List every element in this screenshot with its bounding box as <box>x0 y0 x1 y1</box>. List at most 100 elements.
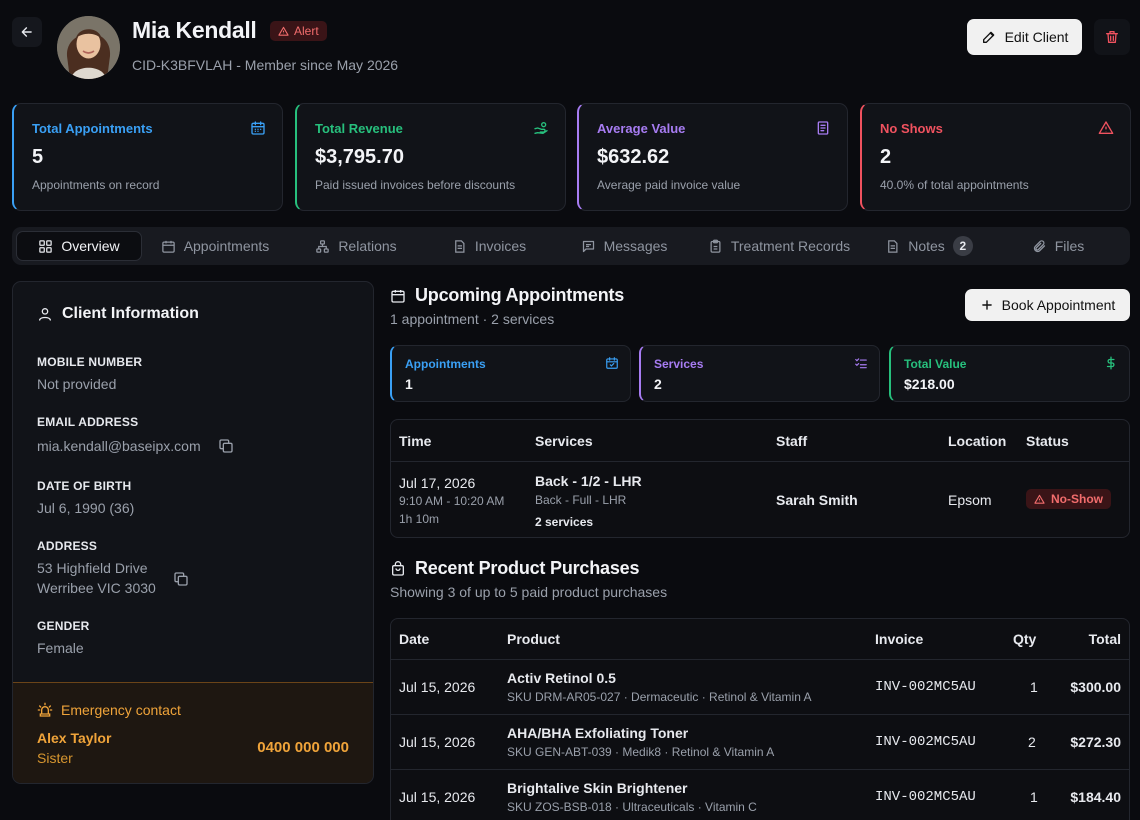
shopping-bag-icon <box>392 560 404 576</box>
delete-client-button[interactable] <box>1094 19 1130 55</box>
staff-name: Sarah Smith <box>776 492 858 508</box>
service-main: Back - 1/2 - LHR <box>535 473 642 489</box>
mini-card-total-value: Total Value $218.00 <box>889 345 1130 402</box>
tab-label: Relations <box>338 238 397 254</box>
appointment-time: 9:10 AM - 10:20 AM <box>399 494 505 508</box>
column-header-product: Product <box>507 631 560 647</box>
column-header-qty: Qty <box>1013 631 1037 647</box>
stat-value: 5 <box>32 146 44 168</box>
invoice-number: INV-002MC5AU <box>875 734 976 750</box>
client-id-line: CID-K3BFVLAH - Member since May 2026 <box>132 57 399 73</box>
document-icon <box>454 239 465 253</box>
dob-label: DATE OF BIRTH <box>37 479 132 493</box>
status-label: No-Show <box>1051 492 1103 506</box>
tab-label: Appointments <box>183 238 270 254</box>
trash-icon <box>1106 31 1118 43</box>
mini-card-value: 1 <box>405 376 413 392</box>
user-icon <box>39 308 51 321</box>
copy-address-icon[interactable] <box>173 571 189 587</box>
copy-email-icon[interactable] <box>218 438 234 454</box>
column-header-status: Status <box>1026 433 1069 449</box>
tab-label: Overview <box>61 238 120 254</box>
tab-treatment-records[interactable]: Treatment Records <box>694 231 864 261</box>
column-header-staff: Staff <box>776 433 808 449</box>
calendar-check-icon <box>606 357 618 369</box>
tab-label: Files <box>1054 238 1085 254</box>
product-name: AHA/BHA Exfoliating Toner <box>507 725 689 741</box>
mini-card-services: Services 2 <box>639 345 880 402</box>
stat-card-average-value: Average Value $632.62 Average paid invoi… <box>577 103 848 211</box>
calendar-icon <box>391 289 405 303</box>
quantity: 2 <box>1028 734 1036 750</box>
clipboard-icon <box>710 239 721 253</box>
address-label: ADDRESS <box>37 539 98 553</box>
stat-value: $632.62 <box>597 146 670 168</box>
mini-card-title: Total Value <box>904 357 967 371</box>
note-icon <box>888 239 898 253</box>
invoice-number: INV-002MC5AU <box>875 679 976 695</box>
total: $184.40 <box>1070 789 1121 805</box>
stat-title: Total Revenue <box>315 121 403 136</box>
plus-icon <box>981 300 992 310</box>
address-line-2: Werribee VIC 3030 <box>37 580 156 596</box>
stat-title: Total Appointments <box>32 121 153 136</box>
network-icon <box>316 239 330 253</box>
stat-subtitle: Average paid invoice value <box>597 178 741 192</box>
receipt-icon <box>817 121 829 135</box>
email-label: EMAIL ADDRESS <box>37 415 139 429</box>
tab-relations[interactable]: Relations <box>288 231 424 261</box>
book-appointment-button[interactable]: Book Appointment <box>965 289 1130 321</box>
mini-card-title: Appointments <box>405 357 486 371</box>
alert-badge: Alert <box>270 21 327 41</box>
column-header-time: Time <box>399 433 432 449</box>
calendar-icon <box>251 121 265 135</box>
tab-overview[interactable]: Overview <box>16 231 142 261</box>
edit-client-button[interactable]: Edit Client <box>967 19 1082 55</box>
mini-card-title: Services <box>654 357 704 371</box>
column-header-location: Location <box>948 433 1007 449</box>
appointments-table: Time Services Staff Location Status Jul … <box>390 419 1130 538</box>
total: $272.30 <box>1070 734 1121 750</box>
tab-label: Treatment Records <box>730 238 851 254</box>
recent-purchases-subtitle: Showing 3 of up to 5 paid product purcha… <box>390 584 668 600</box>
upcoming-appointments-subtitle: 1 appointment · 2 services <box>390 311 555 327</box>
purchase-date: Jul 15, 2026 <box>399 679 476 695</box>
quantity: 1 <box>1030 789 1038 805</box>
notes-count-badge: 2 <box>952 236 973 256</box>
stat-subtitle: 40.0% of total appointments <box>880 178 1029 192</box>
tab-label: Messages <box>603 238 668 254</box>
stat-value: 2 <box>880 146 892 168</box>
divider <box>391 769 1129 770</box>
dob-value: Jul 6, 1990 (36) <box>37 500 135 516</box>
avatar <box>57 16 120 79</box>
product-meta: SKU DRM-AR05-027 · Dermaceutic · Retinol… <box>507 690 812 704</box>
tab-notes[interactable]: Notes 2 <box>864 231 994 261</box>
recent-purchases-title: Recent Product Purchases <box>415 558 640 578</box>
client-information-title: Client Information <box>62 305 199 322</box>
product-meta: SKU ZOS-BSB-018 · Ultraceuticals · Vitam… <box>507 800 757 814</box>
stat-title: No Shows <box>880 121 943 136</box>
emergency-contact-title: Emergency contact <box>61 702 181 718</box>
tab-files[interactable]: Files <box>994 231 1122 261</box>
tab-invoices[interactable]: Invoices <box>424 231 554 261</box>
message-icon <box>582 240 594 252</box>
mobile-label: MOBILE NUMBER <box>37 355 143 369</box>
address-line-1: 53 Highfield Drive <box>37 560 148 576</box>
warning-triangle-icon <box>278 26 289 36</box>
gender-value: Female <box>37 640 84 656</box>
tab-appointments[interactable]: Appointments <box>142 231 288 261</box>
warning-triangle-icon <box>1098 121 1114 134</box>
stat-subtitle: Paid issued invoices before discounts <box>315 178 516 192</box>
column-header-services: Services <box>535 433 593 449</box>
pencil-icon <box>982 31 994 43</box>
emergency-contact-phone[interactable]: 0400 000 000 <box>257 739 349 756</box>
tab-messages[interactable]: Messages <box>554 231 694 261</box>
quantity: 1 <box>1030 679 1038 695</box>
product-meta: SKU GEN-ABT-039 · Medik8 · Retinol & Vit… <box>507 745 775 759</box>
mini-card-value: 2 <box>654 376 662 392</box>
paperclip-icon <box>1033 239 1045 252</box>
grid-icon <box>39 239 53 253</box>
back-button[interactable] <box>12 17 42 47</box>
client-name: Mia Kendall <box>132 17 257 43</box>
divider <box>391 659 1129 660</box>
